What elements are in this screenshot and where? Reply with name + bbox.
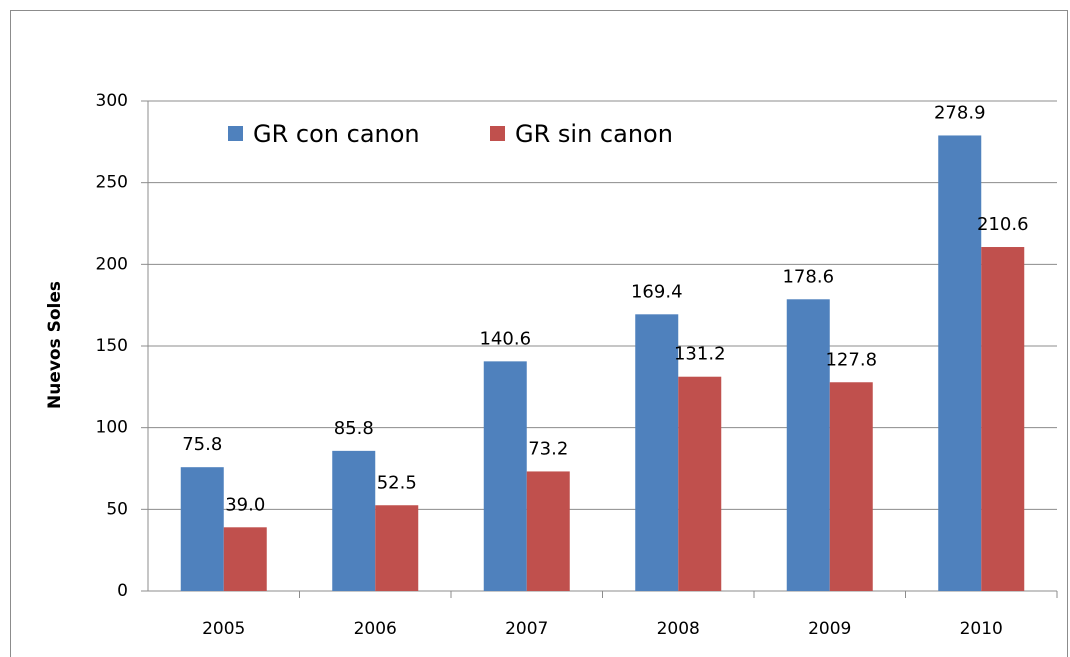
value-label: 73.2 (528, 438, 568, 459)
y-tick-label: 200 (96, 254, 128, 274)
value-label: 127.8 (825, 349, 877, 370)
legend-swatch (490, 126, 505, 141)
x-tick-label: 2005 (202, 619, 245, 639)
y-tick-label: 150 (96, 336, 128, 356)
bar (375, 505, 419, 591)
bar (635, 314, 679, 591)
bar (938, 135, 982, 592)
bar (678, 376, 722, 591)
value-label: 131.2 (674, 344, 726, 365)
y-tick-label: 250 (96, 173, 128, 193)
legend-label: GR con canon (253, 120, 420, 148)
value-label: 39.0 (225, 494, 265, 515)
value-label: 75.8 (182, 434, 222, 455)
value-label: 85.8 (334, 418, 374, 439)
y-tick-label: 100 (96, 418, 128, 438)
x-tick-label: 2010 (960, 619, 1003, 639)
bar (786, 299, 830, 591)
x-tick-label: 2009 (808, 619, 851, 639)
value-label: 210.6 (977, 214, 1029, 235)
value-label: 169.4 (631, 281, 683, 302)
value-label: 140.6 (479, 328, 531, 349)
bar (526, 471, 570, 591)
bar (180, 467, 224, 591)
y-axis-label: Nuevos Soles (45, 281, 65, 409)
x-tick-label: 2008 (657, 619, 700, 639)
bar (223, 527, 267, 591)
legend-swatch (228, 126, 243, 141)
value-label: 178.6 (782, 266, 834, 287)
y-tick-label: 300 (96, 91, 128, 111)
legend-label: GR sin canon (515, 120, 673, 148)
x-tick-label: 2006 (354, 619, 397, 639)
bar (829, 382, 873, 591)
bar (981, 247, 1025, 591)
value-label: 52.5 (377, 472, 417, 493)
bar (332, 450, 376, 591)
value-label: 278.9 (934, 102, 986, 123)
x-tick-label: 2007 (505, 619, 548, 639)
y-tick-label: 0 (117, 581, 128, 601)
frame (10, 10, 1068, 657)
y-tick-label: 50 (106, 499, 128, 519)
bar (483, 361, 527, 591)
